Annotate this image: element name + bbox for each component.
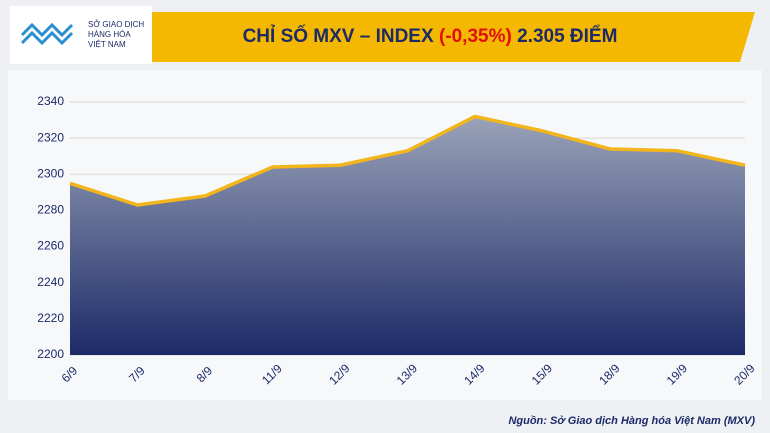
y-tick-label: 2220	[37, 311, 64, 325]
title-value: 2.305 ĐIỂM	[517, 25, 617, 47]
y-tick-label: 2240	[37, 275, 64, 289]
logo-text: VIỆT NAM	[88, 40, 126, 49]
y-tick-label: 2300	[37, 166, 64, 180]
y-tick-label: 2340	[37, 94, 64, 108]
area	[70, 116, 745, 355]
logo-icon	[20, 22, 74, 46]
title-main: CHỈ SỐ MXV – INDEX	[243, 25, 434, 47]
y-tick-label: 2320	[37, 130, 64, 144]
y-tick-label: 2280	[37, 203, 64, 217]
y-tick-label: 2260	[37, 239, 64, 253]
logo-text: SỞ GIAO DỊCH	[88, 20, 144, 29]
line	[69, 114, 746, 207]
logo-text: HÀNG HÓA	[88, 30, 131, 39]
title-banner	[130, 12, 755, 62]
chart-title: CHỈ SỐ MXV – INDEX (-0,35%) 2.305 ĐIỂM	[243, 25, 618, 47]
y-tick-label: 2200	[37, 347, 64, 361]
source: Nguồn: Sở Giao dịch Hàng hóa Việt Nam (M…	[508, 415, 755, 427]
title-change: (-0,35%)	[439, 26, 512, 47]
